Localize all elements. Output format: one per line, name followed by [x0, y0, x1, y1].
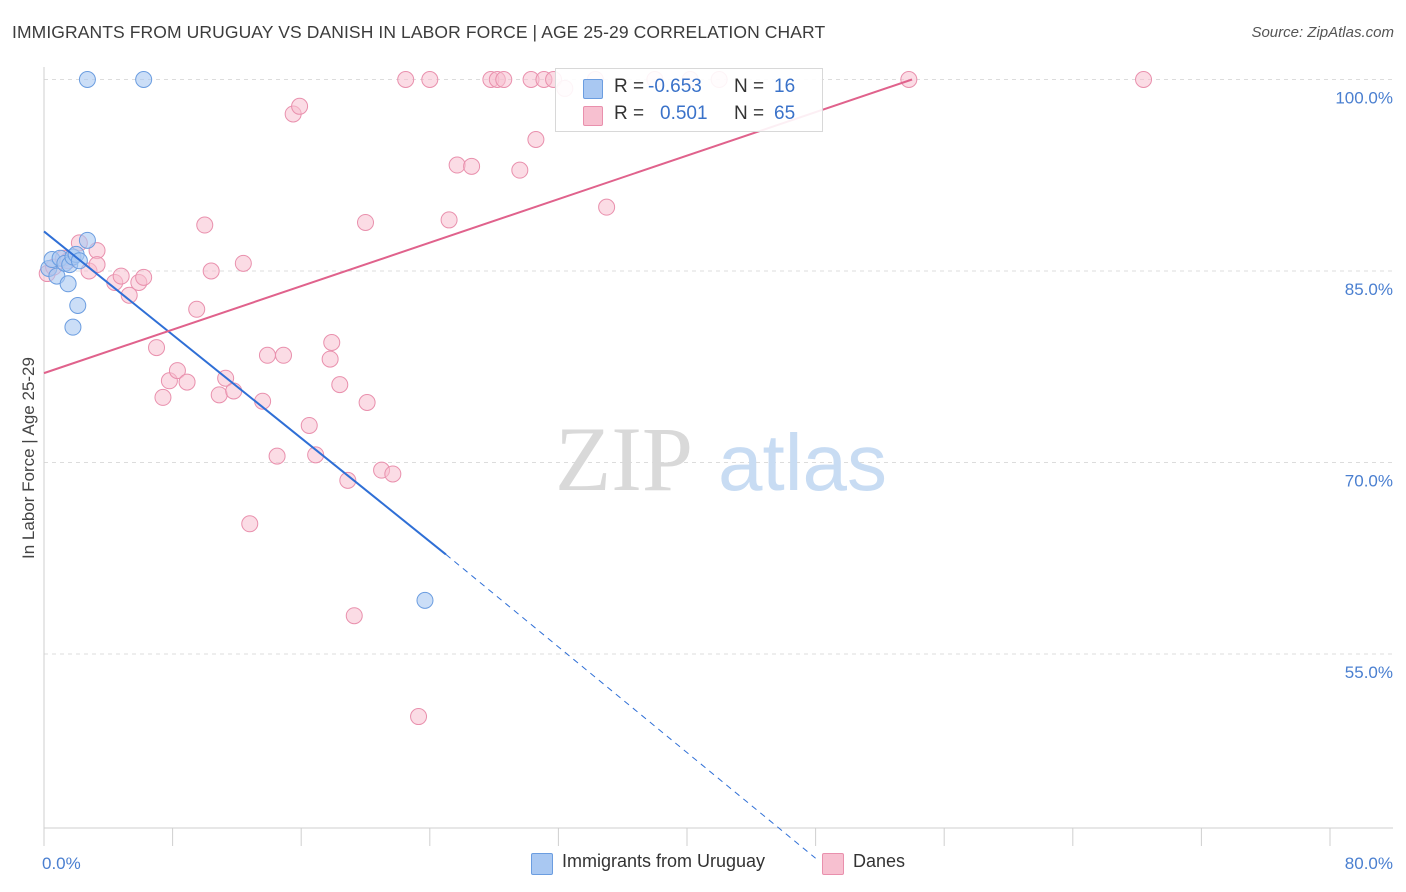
danes-point: [225, 382, 243, 400]
danes-point: [291, 97, 309, 115]
danes-point: [1135, 71, 1153, 88]
danes-r-value: 0.501: [660, 103, 708, 124]
danes-point: [168, 362, 186, 380]
zipatlas-watermark: ZIP atlas: [555, 408, 887, 510]
tick-labels: 55.0% 70.0% 85.0% 100.0% 0.0% 80.0%: [42, 89, 1393, 874]
legend-row-danes: R = 0.501 N = 65: [556, 100, 822, 130]
danes-point: [495, 71, 513, 88]
x-tick-label: 80.0%: [1345, 854, 1393, 873]
danes-points: [38, 71, 1153, 726]
danes-point: [148, 339, 166, 357]
danes-point: [358, 393, 376, 411]
danes-point: [88, 256, 106, 274]
danes-point: [120, 286, 138, 304]
danes-point: [300, 416, 318, 434]
uruguay-point: [135, 71, 153, 88]
danes-point: [339, 471, 357, 489]
uruguay-point: [78, 71, 96, 88]
danes-r-label: R =: [614, 103, 645, 124]
uruguay-n-label: N =: [734, 76, 765, 97]
danes-n-label: N =: [734, 103, 765, 124]
danes-point: [258, 346, 276, 364]
danes-point: [178, 373, 196, 391]
y-tick-label: 85.0%: [1345, 280, 1393, 299]
danes-point: [527, 131, 545, 149]
uruguay-points: [40, 71, 434, 609]
legend-row-uruguay: R = -0.653 N = 16: [556, 73, 822, 103]
danes-point: [234, 254, 252, 272]
y-tick-label: 100.0%: [1335, 89, 1393, 108]
danes-point: [210, 386, 228, 404]
uruguay-point: [78, 231, 96, 249]
y-tick-label: 70.0%: [1345, 472, 1393, 491]
danes-point: [307, 446, 325, 464]
axes: [43, 67, 1393, 846]
watermark-zip: ZIP: [555, 408, 693, 510]
chart-title: IMMIGRANTS FROM URUGUAY VS DANISH IN LAB…: [12, 22, 826, 42]
danes-point: [397, 71, 415, 88]
bottom-legend-uruguay-swatch: [531, 853, 553, 875]
uruguay-swatch: [583, 79, 603, 99]
bottom-legend-uruguay-label: Immigrants from Uruguay: [562, 851, 766, 871]
watermark-atlas: atlas: [718, 418, 887, 507]
bottom-legend-danes-swatch: [822, 853, 844, 875]
danes-point: [112, 267, 130, 285]
danes-point: [323, 333, 341, 351]
bottom-legend-danes-label: Danes: [853, 851, 906, 871]
danes-point: [421, 71, 439, 88]
danes-point: [345, 607, 363, 625]
uruguay-point: [64, 318, 82, 336]
x-tick-label: 0.0%: [42, 854, 81, 873]
danes-n-value: 65: [774, 103, 796, 124]
danes-point: [275, 346, 293, 364]
danes-point: [598, 198, 616, 216]
danes-point: [196, 216, 214, 234]
danes-point: [135, 268, 153, 286]
y-axis-title: In Labor Force | Age 25-29: [19, 357, 38, 559]
danes-point: [188, 300, 206, 318]
danes-point: [511, 161, 529, 179]
uruguay-point: [69, 296, 87, 314]
uruguay-point: [416, 591, 434, 609]
danes-point: [331, 376, 349, 394]
danes-point: [900, 71, 918, 88]
danes-point: [241, 515, 259, 533]
danes-point: [357, 213, 374, 231]
danes-point: [154, 388, 172, 406]
uruguay-trend-extension: [445, 554, 816, 859]
danes-point: [384, 465, 402, 483]
correlation-legend: R = -0.653 N = 16 R = 0.501 N = 65: [555, 68, 823, 132]
danes-point: [448, 156, 466, 174]
uruguay-r-value: -0.653: [648, 76, 702, 97]
danes-point: [321, 350, 339, 368]
uruguay-point: [59, 275, 77, 293]
danes-swatch: [583, 106, 603, 126]
source-attribution: Source: ZipAtlas.com: [1251, 24, 1394, 41]
y-tick-label: 55.0%: [1345, 663, 1393, 682]
danes-point: [202, 262, 220, 280]
uruguay-n-value: 16: [774, 76, 796, 97]
uruguay-trend-line: [43, 230, 447, 556]
danes-point: [268, 447, 286, 465]
danes-point: [410, 708, 428, 726]
danes-point: [463, 157, 481, 175]
danes-point: [440, 211, 458, 229]
uruguay-r-label: R =: [614, 76, 645, 97]
grid-lines: [44, 79, 1393, 655]
